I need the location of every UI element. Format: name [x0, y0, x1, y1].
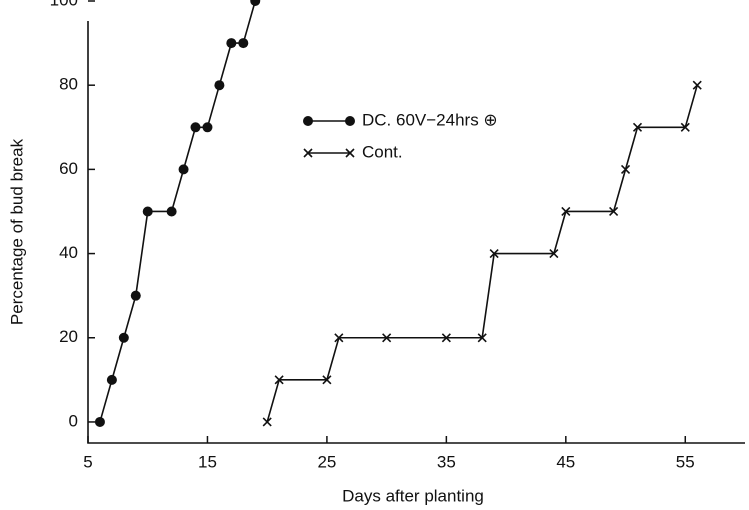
series-line	[266, 84, 698, 423]
point	[609, 206, 619, 217]
legend-label: DC. 60V−24hrs ⊕	[362, 110, 498, 129]
series-line	[99, 0, 257, 423]
y-tick-label: 0	[69, 411, 78, 430]
x-axis-label: Days after planting	[342, 486, 484, 505]
x-tick-label: 5	[83, 452, 92, 471]
y-tick-label: 80	[59, 75, 78, 94]
point	[382, 333, 392, 343]
point	[130, 290, 141, 301]
x-tick-label: 15	[198, 452, 217, 471]
point	[489, 249, 499, 259]
legend-marker	[345, 148, 355, 158]
legend-marker	[303, 148, 313, 158]
legend-marker	[303, 116, 313, 126]
point	[118, 332, 129, 343]
point	[226, 38, 237, 49]
y-axis-label: Percentage of bud break	[7, 138, 26, 325]
y-tick-label: 60	[59, 159, 78, 178]
point	[202, 122, 213, 133]
point	[549, 249, 559, 259]
point	[190, 122, 201, 133]
point	[477, 333, 487, 343]
point	[334, 333, 344, 343]
point	[274, 375, 284, 385]
point	[620, 164, 631, 174]
legend-marker	[345, 116, 355, 126]
point	[94, 416, 105, 427]
y-tick-label: 20	[59, 327, 78, 346]
point	[142, 206, 153, 217]
point	[238, 38, 249, 49]
axes	[87, 21, 745, 444]
point	[106, 374, 117, 385]
y-tick-label: 40	[59, 243, 78, 262]
legend-label: Cont.	[362, 142, 403, 161]
point	[262, 417, 272, 427]
point	[214, 80, 225, 91]
x-tick-label: 55	[676, 452, 695, 471]
point	[441, 333, 451, 343]
point	[250, 0, 261, 6]
point	[166, 206, 177, 217]
point	[561, 206, 571, 217]
point	[680, 122, 690, 132]
x-tick-label: 35	[437, 452, 456, 471]
x-tick-label: 45	[556, 452, 575, 471]
point	[632, 122, 643, 132]
point	[692, 80, 702, 90]
x-tick-label: 25	[317, 452, 336, 471]
point	[322, 375, 332, 385]
y-tick-label: 100	[50, 0, 78, 9]
point	[178, 164, 189, 175]
